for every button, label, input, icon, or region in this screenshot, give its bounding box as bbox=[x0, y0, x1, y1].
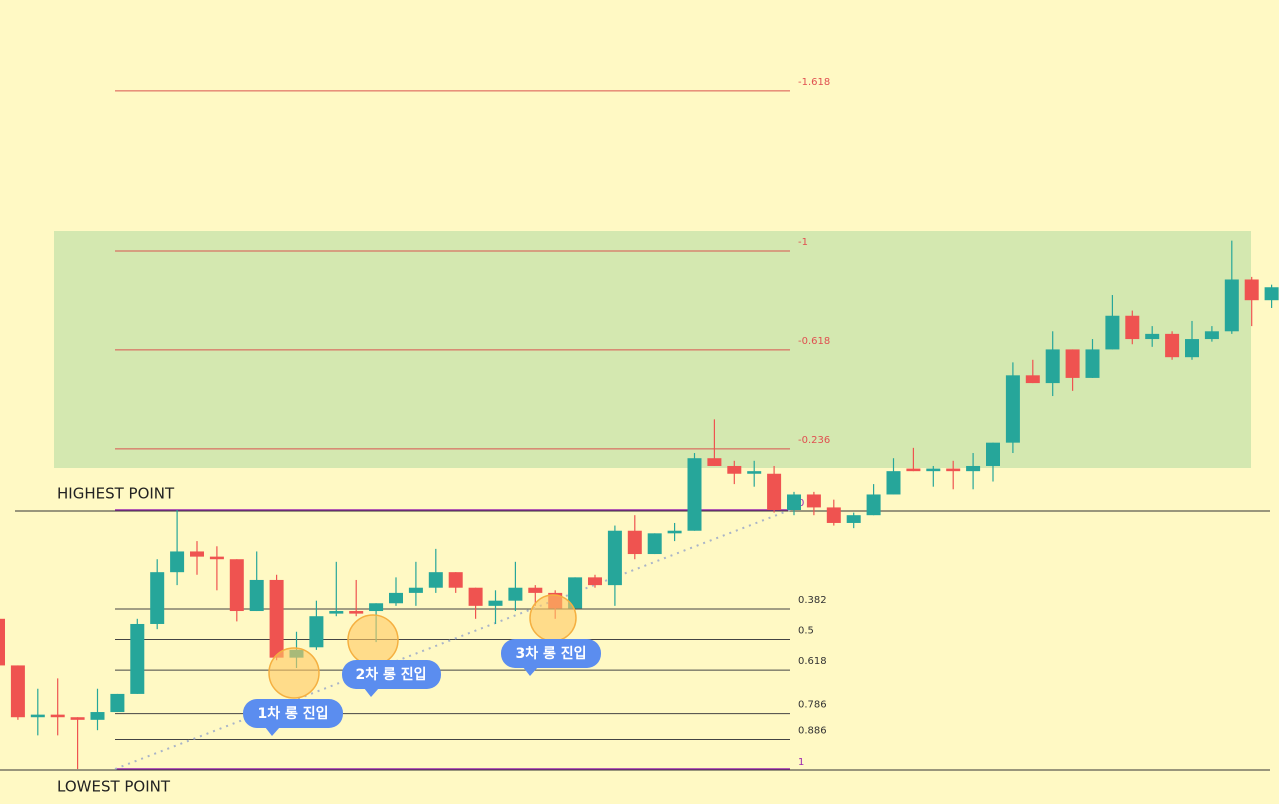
candle-body bbox=[647, 533, 662, 555]
candle-body bbox=[50, 714, 65, 718]
candle-body bbox=[1224, 279, 1239, 332]
fib-levels: -1.618 -1 -0.618 -0.236 0 0.382 0.5 0.618 0.786 0… bbox=[115, 77, 830, 770]
candle-body bbox=[568, 577, 583, 609]
fib-label: 0.786 bbox=[798, 700, 827, 711]
candle-body bbox=[1125, 315, 1140, 340]
lowest-label: LOWEST POINT bbox=[57, 778, 171, 796]
candle-body bbox=[1085, 349, 1100, 378]
candle-body bbox=[588, 577, 602, 586]
fib-label: 0.5 bbox=[798, 626, 814, 637]
candle-body bbox=[209, 556, 224, 560]
entry-circle bbox=[529, 594, 577, 642]
entry-circle bbox=[268, 647, 320, 699]
candle-body bbox=[0, 618, 5, 666]
candle-body bbox=[707, 458, 722, 466]
candle-body bbox=[90, 712, 105, 720]
candle-body bbox=[170, 551, 185, 573]
candle-body bbox=[428, 572, 443, 588]
candle-body bbox=[1185, 339, 1199, 358]
callout-tail bbox=[265, 727, 280, 736]
candle-body bbox=[130, 623, 145, 694]
candle-body bbox=[468, 587, 483, 606]
callout-box bbox=[243, 699, 343, 728]
candle-body bbox=[30, 714, 45, 718]
candle-body bbox=[886, 471, 901, 495]
fib-label: -1.618 bbox=[798, 77, 830, 88]
candle-body bbox=[946, 468, 961, 472]
trend-line bbox=[114, 509, 791, 770]
candle-body bbox=[269, 579, 284, 658]
candle-body bbox=[1025, 375, 1040, 384]
candle-body bbox=[150, 572, 165, 624]
entry-circle bbox=[347, 614, 399, 666]
candle-body bbox=[1005, 375, 1020, 443]
candle-body bbox=[329, 611, 344, 614]
candle-body bbox=[448, 572, 463, 588]
callout-text: 1차 롱 진입 bbox=[257, 705, 328, 722]
candle-body bbox=[767, 473, 782, 511]
candle-body bbox=[229, 559, 244, 612]
fib-label: 0.382 bbox=[798, 595, 827, 606]
highest-label: HIGHEST POINT bbox=[57, 485, 175, 503]
candle-body bbox=[1244, 279, 1259, 301]
candle-body bbox=[10, 665, 25, 718]
candle-body bbox=[70, 717, 85, 720]
candle-body bbox=[1204, 331, 1219, 340]
candles bbox=[0, 240, 1279, 770]
candle-body bbox=[1264, 287, 1279, 301]
candle-body bbox=[508, 587, 523, 601]
candle-body bbox=[408, 587, 423, 593]
candle-body bbox=[369, 603, 384, 612]
candle-body bbox=[866, 494, 881, 516]
candle-body bbox=[986, 442, 1000, 466]
candle-body bbox=[1145, 333, 1160, 340]
candle-body bbox=[1045, 349, 1060, 384]
candle-body bbox=[687, 458, 702, 531]
candle-body bbox=[906, 468, 921, 472]
candle-body bbox=[787, 494, 801, 511]
candle-body bbox=[966, 465, 981, 472]
candle-body bbox=[349, 611, 364, 614]
fib-label: 1 bbox=[798, 757, 804, 768]
candle-body bbox=[926, 468, 941, 472]
candle-body bbox=[110, 693, 125, 713]
candle-body bbox=[627, 530, 642, 555]
candle-body bbox=[528, 587, 543, 593]
callouts: 1차 롱 진입 2차 롱 진입 3차 롱 진입 bbox=[243, 639, 601, 736]
fib-label: -1 bbox=[798, 237, 808, 248]
candle-body bbox=[1105, 315, 1120, 350]
candle-body bbox=[249, 579, 264, 612]
candle-body bbox=[309, 616, 324, 648]
candle-body bbox=[1065, 349, 1080, 378]
callout-text: 2차 롱 진입 bbox=[355, 666, 426, 683]
candle-body bbox=[607, 530, 622, 586]
candle-body bbox=[747, 471, 762, 474]
candle-body bbox=[826, 507, 841, 523]
entry-markers bbox=[268, 594, 577, 699]
candle-body bbox=[1165, 333, 1180, 358]
fib-label: -0.236 bbox=[798, 435, 830, 446]
candle-body bbox=[846, 515, 861, 523]
candle-body bbox=[667, 530, 682, 534]
candle-body bbox=[727, 465, 742, 474]
callout-tail bbox=[364, 688, 379, 697]
callout-box bbox=[501, 639, 601, 668]
candle-body bbox=[190, 551, 204, 557]
fib-label: 0.886 bbox=[798, 726, 827, 737]
callout-tail bbox=[523, 667, 538, 676]
candle-body bbox=[488, 600, 503, 606]
callout-box bbox=[342, 660, 441, 689]
candle-body bbox=[389, 592, 403, 604]
callout-text: 3차 롱 진입 bbox=[515, 645, 586, 662]
fib-label: -0.618 bbox=[798, 336, 830, 347]
fib-label: 0 bbox=[798, 498, 804, 509]
fib-label: 0.618 bbox=[798, 656, 827, 667]
candle-body bbox=[806, 494, 821, 508]
